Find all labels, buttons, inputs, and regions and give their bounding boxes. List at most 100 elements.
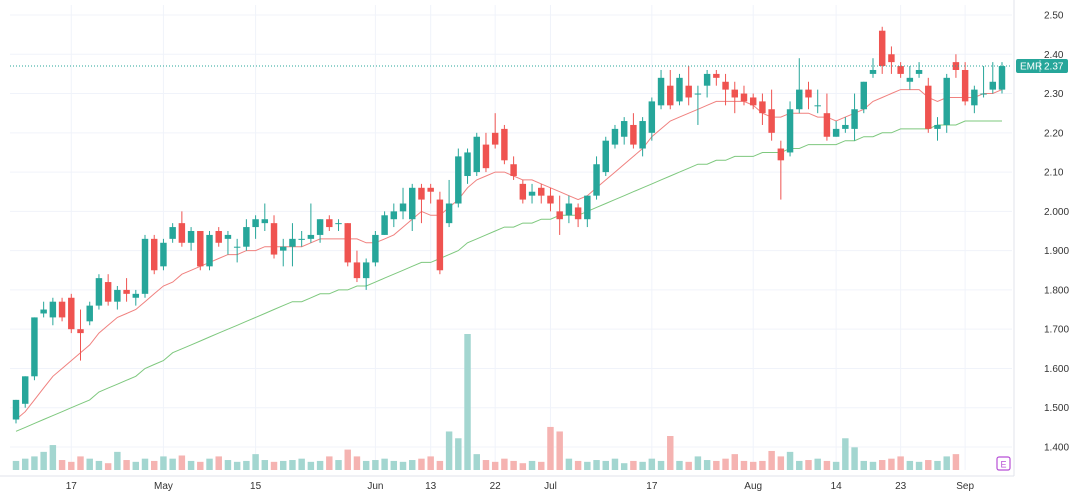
candle-body bbox=[602, 140, 609, 173]
candle-body bbox=[390, 211, 398, 220]
candle bbox=[335, 219, 342, 231]
candle-body bbox=[68, 297, 75, 330]
volume-bar bbox=[123, 460, 130, 470]
y-tick-label: 2.30 bbox=[1044, 89, 1064, 100]
candle bbox=[713, 69, 720, 86]
volume-bar bbox=[749, 461, 757, 470]
candle bbox=[326, 215, 333, 231]
volume-bar bbox=[703, 460, 711, 470]
candle bbox=[206, 231, 213, 271]
candle bbox=[759, 93, 766, 125]
time-axis[interactable]: 17 May 15 Jun 13 22 Jul 17 Aug 14 23 Sep bbox=[0, 475, 1014, 492]
candle-body bbox=[925, 85, 932, 129]
moving-averages bbox=[15, 89, 1003, 432]
volume-bar bbox=[777, 456, 785, 470]
volume-bar bbox=[574, 460, 582, 470]
candle bbox=[934, 117, 941, 141]
candle-body bbox=[12, 399, 20, 420]
volume-bar bbox=[464, 334, 471, 470]
volume-bar bbox=[243, 460, 250, 470]
candle-body bbox=[178, 223, 186, 243]
candle-body bbox=[86, 305, 93, 322]
candle bbox=[86, 301, 93, 326]
candle bbox=[768, 89, 775, 141]
candle bbox=[289, 223, 296, 267]
candle-body bbox=[132, 293, 140, 298]
candle-body bbox=[31, 317, 38, 377]
candle bbox=[501, 124, 508, 165]
volume-bar bbox=[814, 458, 821, 470]
candle bbox=[150, 234, 158, 275]
candle bbox=[298, 231, 305, 247]
candle-body bbox=[538, 187, 545, 196]
y-tick-label: 2.20 bbox=[1044, 128, 1064, 139]
last-price-label: 2.37 bbox=[1044, 62, 1064, 73]
earnings-marker[interactable]: E bbox=[996, 456, 1011, 471]
symbol-label: EMR bbox=[1020, 62, 1042, 73]
volume-bar bbox=[519, 463, 527, 470]
candle-body bbox=[123, 289, 130, 294]
candle bbox=[878, 26, 886, 74]
candle-body bbox=[860, 81, 868, 110]
candle-body bbox=[491, 132, 499, 145]
symbol-tag: EMR 2.37 bbox=[1016, 59, 1068, 74]
candle-body bbox=[215, 231, 222, 243]
x-tick-label: Aug bbox=[744, 481, 762, 492]
volume-bar bbox=[68, 461, 75, 470]
candle bbox=[132, 289, 140, 306]
volume-bar bbox=[768, 450, 775, 470]
candle-body bbox=[519, 183, 527, 200]
candle bbox=[860, 81, 868, 114]
volume-bar bbox=[95, 460, 103, 470]
volume-bar bbox=[685, 461, 692, 470]
candle bbox=[832, 121, 840, 137]
candle bbox=[114, 285, 121, 310]
candle-body bbox=[943, 77, 950, 125]
volume-bar bbox=[878, 460, 886, 470]
earnings-box[interactable] bbox=[996, 456, 1011, 471]
candle-body bbox=[620, 121, 628, 137]
candle bbox=[409, 183, 416, 231]
volume-bar bbox=[233, 461, 241, 470]
candle bbox=[491, 113, 499, 149]
volume-bar bbox=[150, 460, 158, 470]
candle bbox=[21, 376, 29, 408]
candle-body bbox=[49, 301, 57, 318]
volume-bar bbox=[335, 460, 342, 470]
candle-body bbox=[584, 195, 591, 220]
candle bbox=[703, 69, 711, 98]
candle-body bbox=[482, 144, 490, 169]
candle bbox=[980, 66, 987, 98]
x-tick-label: May bbox=[154, 481, 173, 492]
candle bbox=[648, 97, 656, 141]
candle-body bbox=[574, 207, 582, 220]
candle bbox=[49, 297, 57, 326]
volume-bar bbox=[104, 463, 112, 470]
candle bbox=[842, 117, 849, 133]
candle bbox=[915, 62, 923, 78]
candle-body bbox=[667, 85, 674, 106]
y-tick-label: 1.400 bbox=[1044, 443, 1069, 454]
candle-body bbox=[104, 282, 112, 302]
candle bbox=[971, 85, 978, 114]
candle bbox=[906, 66, 914, 90]
volume-bar bbox=[491, 461, 499, 470]
candle bbox=[197, 231, 204, 271]
x-tick-label: 13 bbox=[425, 481, 437, 492]
candle-body bbox=[58, 301, 66, 318]
volume-bar bbox=[731, 454, 738, 470]
candle-body bbox=[851, 109, 858, 129]
x-tick-label: 22 bbox=[490, 481, 502, 492]
candles bbox=[12, 26, 1006, 424]
x-tick-label: Sep bbox=[956, 481, 974, 492]
volume-bar bbox=[362, 460, 370, 470]
candle bbox=[261, 203, 269, 231]
volume-bars bbox=[12, 334, 960, 470]
volume-bar bbox=[593, 460, 600, 470]
volume-bar bbox=[197, 461, 204, 470]
candle-body bbox=[805, 89, 812, 98]
candle-body bbox=[694, 93, 702, 95]
price-axis[interactable]: 2.50 2.40 2.30 2.20 2.10 2.000 1.900 1.800 1.700… bbox=[1013, 0, 1069, 476]
volume-bar bbox=[620, 463, 628, 470]
